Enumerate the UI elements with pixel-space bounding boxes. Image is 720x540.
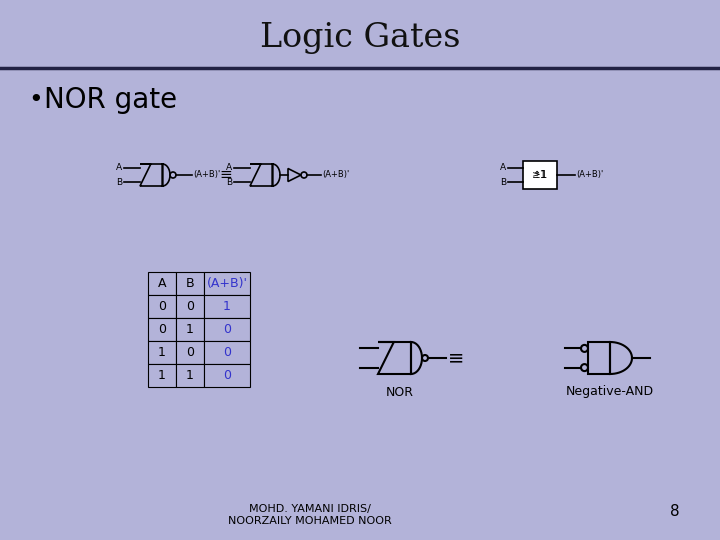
Text: (A+B)': (A+B)' xyxy=(322,171,349,179)
Text: A: A xyxy=(226,164,232,172)
Text: 0: 0 xyxy=(158,300,166,313)
Bar xyxy=(176,272,204,295)
Bar xyxy=(176,295,204,318)
Text: 0: 0 xyxy=(186,346,194,359)
Text: B: B xyxy=(500,178,506,186)
Bar xyxy=(148,272,176,295)
Bar xyxy=(176,318,204,341)
Bar xyxy=(148,364,176,387)
Bar xyxy=(148,318,176,341)
Bar xyxy=(204,364,250,387)
Text: Logic Gates: Logic Gates xyxy=(260,22,460,54)
Text: (A+B)': (A+B)' xyxy=(576,171,603,179)
Bar xyxy=(204,341,250,364)
Text: 1: 1 xyxy=(186,369,194,382)
Bar xyxy=(523,161,557,189)
Text: B: B xyxy=(116,178,122,186)
Text: 0: 0 xyxy=(158,323,166,336)
Text: 0: 0 xyxy=(223,369,231,382)
Bar xyxy=(204,295,250,318)
Text: (A+B)': (A+B)' xyxy=(207,277,248,290)
Bar xyxy=(204,272,250,295)
Text: B: B xyxy=(226,178,232,186)
Text: A: A xyxy=(158,277,166,290)
Text: NOR: NOR xyxy=(386,386,414,399)
Text: A: A xyxy=(500,164,506,172)
Text: 1: 1 xyxy=(158,369,166,382)
Text: 8: 8 xyxy=(670,504,680,519)
Text: 1: 1 xyxy=(186,323,194,336)
Text: (A+B)': (A+B)' xyxy=(193,171,220,179)
Text: ⇡1: ⇡1 xyxy=(533,170,547,180)
Text: ≥1: ≥1 xyxy=(532,170,548,180)
Text: 0: 0 xyxy=(186,300,194,313)
Text: •: • xyxy=(28,88,42,112)
Text: 0: 0 xyxy=(223,323,231,336)
Bar xyxy=(204,318,250,341)
Text: A: A xyxy=(116,164,122,172)
Text: Negative-AND: Negative-AND xyxy=(566,386,654,399)
Bar xyxy=(148,295,176,318)
Text: 1: 1 xyxy=(158,346,166,359)
Text: ≡: ≡ xyxy=(448,348,464,368)
Text: 0: 0 xyxy=(223,346,231,359)
Text: ≡: ≡ xyxy=(220,167,233,183)
Text: B: B xyxy=(186,277,194,290)
Text: NOR gate: NOR gate xyxy=(44,86,177,114)
Bar xyxy=(176,341,204,364)
Bar xyxy=(148,341,176,364)
Text: 1: 1 xyxy=(223,300,231,313)
Text: MOHD. YAMANI IDRIS/
NOORZAILY MOHAMED NOOR: MOHD. YAMANI IDRIS/ NOORZAILY MOHAMED NO… xyxy=(228,504,392,526)
Bar xyxy=(176,364,204,387)
